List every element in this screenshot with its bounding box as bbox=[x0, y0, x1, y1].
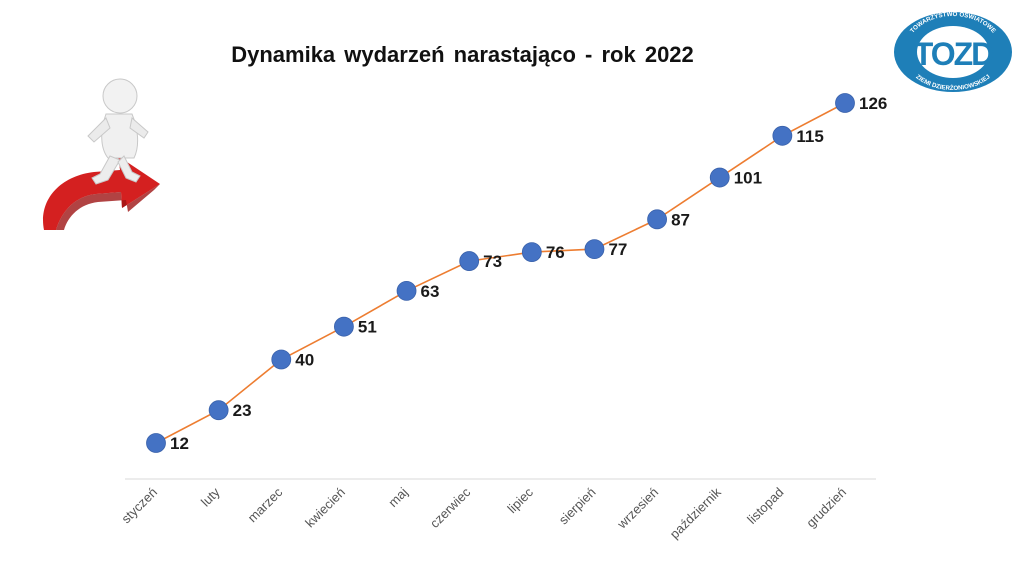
x-tick-marzec: marzec bbox=[245, 484, 286, 525]
data-point-wrzesień bbox=[647, 209, 667, 230]
mascot-illustration bbox=[43, 78, 160, 230]
data-point-kwiecień bbox=[334, 316, 354, 337]
white-figure-icon bbox=[87, 78, 149, 185]
data-label-kwiecień: 51 bbox=[358, 318, 377, 337]
data-point-marzec bbox=[271, 349, 292, 370]
x-tick-czerwiec: czerwiec bbox=[427, 484, 474, 531]
x-tick-październik: październik bbox=[667, 484, 724, 541]
logo-monogram: TOZD bbox=[914, 36, 993, 72]
data-point-grudzień bbox=[835, 93, 855, 113]
x-tick-grudzień: grudzień bbox=[803, 485, 849, 531]
data-point-luty bbox=[208, 400, 229, 421]
data-label-lipiec: 76 bbox=[546, 243, 565, 262]
x-tick-sierpień: sierpień bbox=[556, 485, 599, 528]
data-point-maj bbox=[396, 280, 417, 301]
data-point-styczeń bbox=[146, 433, 166, 453]
data-point-czerwiec bbox=[459, 251, 480, 271]
data-point-sierpień bbox=[584, 239, 605, 260]
series-line-path bbox=[155, 102, 846, 444]
data-point-październik bbox=[709, 167, 730, 188]
data-point-listopad bbox=[772, 125, 793, 146]
chart-title: Dynamika wydarzeń narastająco - rok 2022 bbox=[231, 42, 694, 67]
red-arrow-icon bbox=[43, 156, 160, 230]
data-label-styczeń: 12 bbox=[170, 434, 189, 453]
data-label-listopad: 115 bbox=[796, 127, 823, 146]
data-label-marzec: 40 bbox=[295, 350, 314, 369]
x-tick-wrzesień: wrzesień bbox=[614, 485, 662, 533]
data-point-lipiec bbox=[521, 242, 542, 263]
series-line bbox=[155, 102, 846, 444]
x-tick-lipiec: lipiec bbox=[504, 484, 536, 516]
x-tick-luty: luty bbox=[198, 484, 223, 509]
x-tick-kwiecień: kwiecień bbox=[302, 485, 348, 531]
data-markers bbox=[146, 93, 855, 453]
x-tick-labels: styczeń luty marzec kwiecień maj czerwiec lipi… bbox=[118, 484, 849, 541]
data-labels: 12 23 40 51 63 73 76 77 87 101 115 126 bbox=[170, 94, 887, 453]
x-tick-styczeń: styczeń bbox=[118, 485, 160, 527]
data-label-luty: 23 bbox=[233, 401, 252, 420]
data-label-grudzień: 126 bbox=[859, 94, 887, 113]
data-label-październik: 101 bbox=[734, 169, 762, 188]
x-tick-maj: maj bbox=[385, 484, 410, 509]
data-label-wrzesień: 87 bbox=[671, 210, 690, 229]
data-label-maj: 63 bbox=[421, 282, 440, 301]
data-label-sierpień: 77 bbox=[608, 240, 627, 259]
x-tick-listopad: listopad bbox=[744, 485, 786, 527]
tozd-logo: TOZD TOWARZYSTWO OŚWIATOWE ZIEMI DZIERŻO… bbox=[894, 11, 1012, 92]
data-label-czerwiec: 73 bbox=[483, 252, 502, 271]
